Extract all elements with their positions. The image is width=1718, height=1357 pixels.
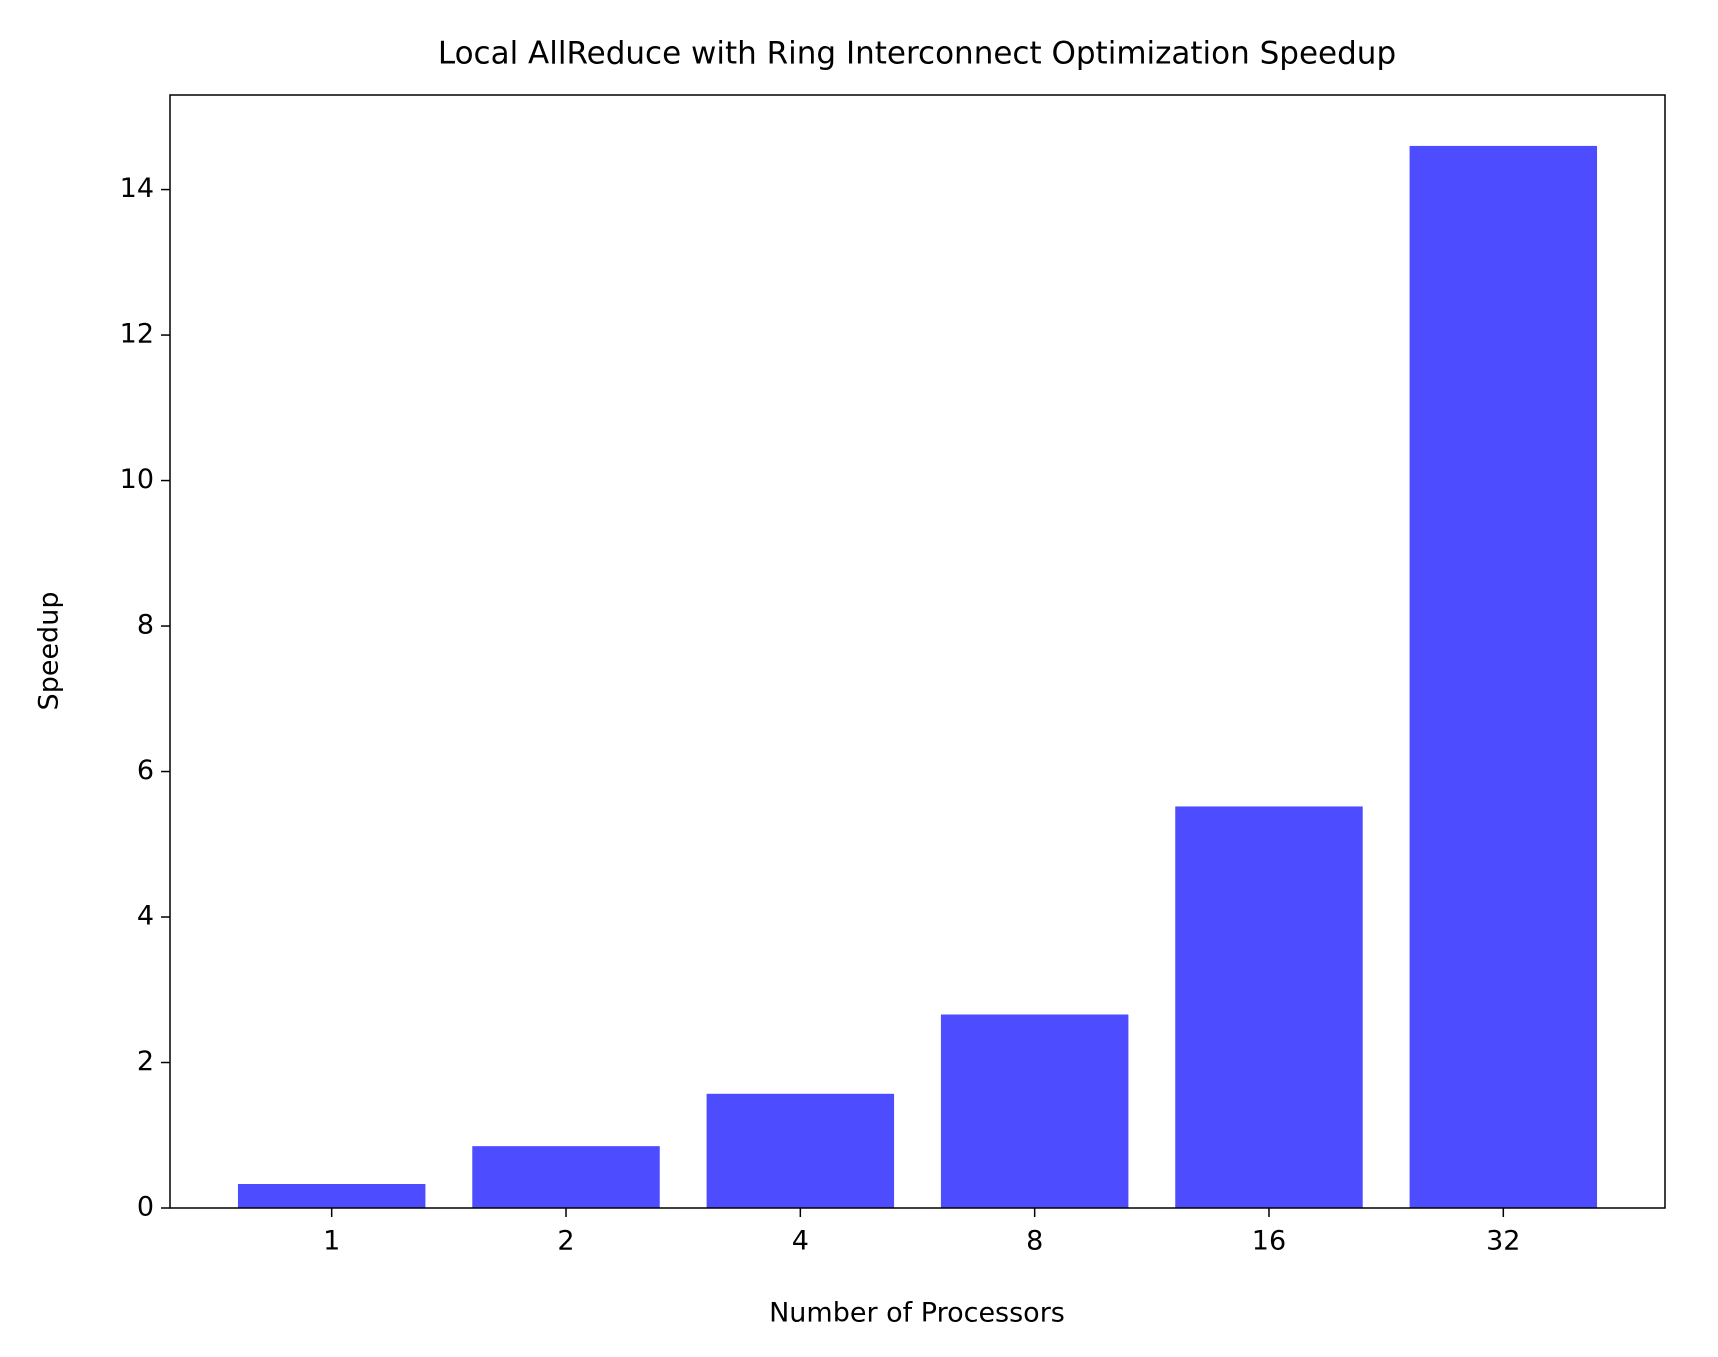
y-tick-label: 12 — [120, 319, 154, 350]
chart-title: Local AllReduce with Ring Interconnect O… — [438, 36, 1396, 72]
y-tick-label: 14 — [120, 173, 154, 204]
y-axis-label: Speedup — [34, 592, 65, 711]
x-axis-label: Number of Processors — [769, 1298, 1065, 1329]
bar — [472, 1146, 660, 1208]
x-tick-label: 2 — [557, 1226, 574, 1257]
bar — [237, 1183, 426, 1208]
y-tick-label: 0 — [137, 1192, 154, 1223]
plot-frame — [169, 94, 1666, 1209]
bar — [706, 1093, 895, 1208]
y-tick-label: 8 — [137, 610, 154, 641]
y-tick-label: 10 — [120, 464, 154, 495]
x-tick-label: 16 — [1252, 1226, 1286, 1257]
y-tick-label: 2 — [137, 1046, 154, 1077]
y-tick-label: 6 — [137, 755, 154, 786]
bar — [940, 1014, 1129, 1208]
bar — [1409, 145, 1598, 1208]
x-tick-label: 1 — [323, 1226, 340, 1257]
x-tick-label: 32 — [1486, 1226, 1520, 1257]
x-tick-label: 8 — [1026, 1226, 1043, 1257]
x-tick-label: 4 — [792, 1226, 809, 1257]
y-tick-label: 4 — [137, 901, 154, 932]
bar — [1175, 806, 1363, 1208]
